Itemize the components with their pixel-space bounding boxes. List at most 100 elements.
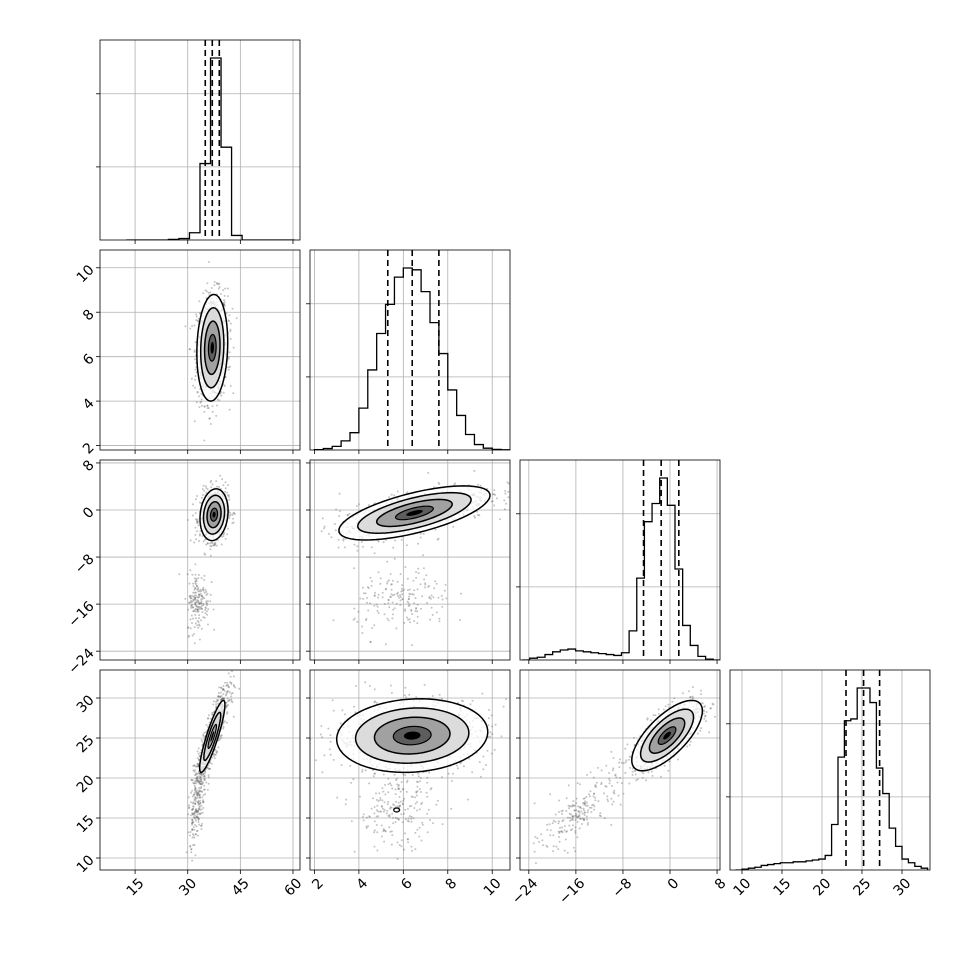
sample-point (199, 751, 202, 754)
sample-point (422, 532, 425, 535)
sample-point (418, 788, 421, 790)
sample-point (414, 831, 417, 834)
sample-point (222, 685, 225, 687)
y-tick-label: 8 (80, 457, 98, 475)
sample-point (196, 610, 199, 613)
sample-point (230, 692, 233, 695)
sample-point (396, 580, 399, 583)
sample-point (196, 319, 199, 322)
sample-point (227, 684, 230, 686)
sample-point (201, 822, 203, 825)
sample-point (193, 816, 196, 819)
sample-point (195, 772, 198, 775)
sample-point (407, 604, 410, 607)
sample-point (197, 772, 200, 775)
sample-point (193, 782, 196, 785)
sample-point (198, 406, 201, 409)
sample-point (196, 601, 198, 603)
sample-point (196, 530, 198, 533)
sample-point (228, 698, 231, 701)
sample-point (221, 535, 223, 538)
sample-point (192, 585, 195, 588)
sample-point (376, 804, 379, 807)
sample-point (199, 776, 202, 779)
sample-point (203, 405, 206, 408)
sample-point (191, 325, 194, 327)
sample-point (197, 601, 200, 603)
sample-point (200, 786, 203, 789)
sample-point (217, 695, 220, 698)
sample-point (195, 780, 198, 782)
y-tick-label: 10 (74, 852, 98, 876)
sample-point (482, 755, 485, 758)
sample-point (216, 283, 219, 285)
sample-point (195, 778, 198, 781)
sample-point (193, 350, 196, 353)
sample-point (207, 623, 209, 626)
sample-point (210, 762, 213, 765)
sample-point (346, 514, 349, 516)
sample-point (194, 622, 197, 625)
sample-point (441, 776, 443, 779)
sample-point (227, 685, 230, 688)
sample-point (203, 552, 206, 555)
sample-point (194, 796, 197, 799)
sample-point (198, 395, 201, 398)
contour-line (207, 333, 217, 362)
sample-point (189, 601, 192, 604)
sample-point (204, 793, 207, 795)
sample-point (189, 569, 192, 572)
sample-point (434, 528, 437, 531)
sample-point (206, 404, 209, 407)
sample-point (195, 580, 198, 583)
sample-point (413, 589, 416, 592)
sample-point (416, 790, 419, 793)
sample-point (436, 799, 439, 802)
sample-point (195, 791, 198, 794)
sample-point (379, 577, 382, 580)
sample-point (487, 717, 490, 720)
sample-point (187, 813, 190, 816)
sample-point (206, 405, 209, 407)
sample-point (188, 601, 191, 604)
sample-point (194, 563, 197, 566)
sample-point (414, 796, 416, 799)
contour-line (207, 723, 218, 750)
sample-point (223, 531, 226, 534)
sample-point (192, 805, 195, 808)
sample-point (343, 713, 346, 716)
sample-point (200, 602, 203, 605)
sample-point (206, 610, 208, 613)
sample-point (406, 781, 408, 784)
sample-point (226, 533, 229, 536)
sample-point (206, 282, 209, 285)
sample-point (193, 798, 196, 801)
sample-point (209, 554, 212, 557)
sample-point (193, 577, 196, 580)
panel-2-1 (306, 459, 511, 664)
sample-point (332, 709, 335, 712)
sample-point (192, 805, 195, 808)
sample-point (341, 709, 344, 712)
sample-point (195, 778, 198, 781)
panel-plot-area (520, 460, 720, 660)
sample-point (410, 845, 413, 848)
sample-point (375, 809, 378, 812)
sample-point (198, 781, 201, 784)
sample-point (410, 608, 413, 611)
sample-point (196, 608, 199, 611)
sample-point (197, 762, 200, 765)
sample-point (201, 796, 204, 799)
sample-point (408, 805, 411, 808)
sample-point (223, 690, 226, 692)
panel-frame (99, 249, 301, 451)
sample-point (365, 617, 368, 620)
sample-point (388, 496, 391, 499)
sample-point (232, 675, 235, 678)
sample-point (225, 312, 228, 315)
sample-point (412, 817, 415, 820)
sample-point (418, 835, 421, 838)
sample-point (213, 544, 215, 547)
sample-point (227, 357, 230, 360)
sample-point (331, 699, 334, 702)
